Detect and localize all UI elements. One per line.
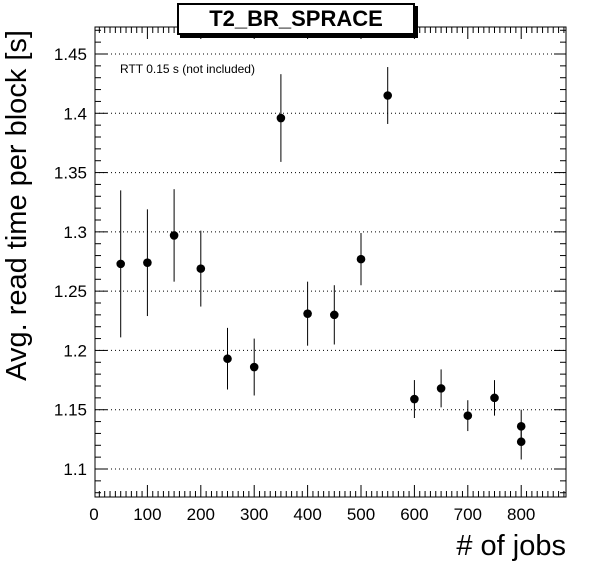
x-tick-label: 0	[89, 505, 98, 524]
y-tick-label: 1.4	[63, 104, 87, 123]
x-tick-labels: 0 100 200 300 400 500 600 700 800	[89, 505, 535, 524]
x-tick-label: 800	[507, 505, 535, 524]
y-tick-labels: 1.1 1.15 1.2 1.25 1.3 1.35 1.4 1.45	[54, 45, 87, 479]
data-point	[249, 362, 259, 372]
error-bars	[120, 67, 522, 460]
x-tick-label: 700	[454, 505, 482, 524]
data-point	[116, 259, 125, 269]
chart-title: T2_BR_SPRACE	[177, 3, 415, 35]
data-point	[276, 113, 286, 123]
x-tick-label: 200	[187, 505, 215, 524]
data-point	[490, 393, 499, 403]
data-point	[436, 384, 446, 393]
data-point	[410, 394, 419, 404]
y-tick-label: 1.45	[54, 45, 87, 64]
data-point	[383, 91, 393, 100]
y-tick-label: 1.3	[63, 223, 87, 242]
data-point	[169, 231, 179, 240]
data-point	[303, 309, 312, 318]
y-tick-label: 1.25	[54, 282, 87, 301]
y-tick-label: 1.2	[63, 341, 87, 360]
data-point	[330, 310, 339, 320]
x-axis-label: # of jobs	[456, 530, 566, 562]
x-tick-label: 500	[347, 505, 375, 524]
data-point	[223, 354, 232, 364]
y-tick-label: 1.15	[54, 401, 87, 420]
data-point	[196, 264, 206, 273]
axis-ticks	[95, 27, 566, 497]
data-point	[463, 411, 473, 420]
x-tick-label: 600	[400, 505, 428, 524]
y-axis-label: Avg. read time per block [s]	[1, 30, 33, 381]
data-point	[516, 422, 526, 431]
x-tick-label: 300	[240, 505, 268, 524]
x-tick-label: 400	[293, 505, 321, 524]
data-markers	[116, 91, 526, 447]
data-point	[143, 258, 152, 267]
rtt-annotation: RTT 0.15 s (not included)	[120, 62, 255, 76]
y-tick-label: 1.1	[63, 460, 87, 479]
x-tick-label: 100	[133, 505, 161, 524]
gridlines	[95, 53, 566, 470]
plot-frame	[94, 26, 567, 498]
y-tick-label: 1.35	[54, 164, 87, 183]
data-point	[516, 437, 526, 447]
data-point	[356, 254, 366, 264]
